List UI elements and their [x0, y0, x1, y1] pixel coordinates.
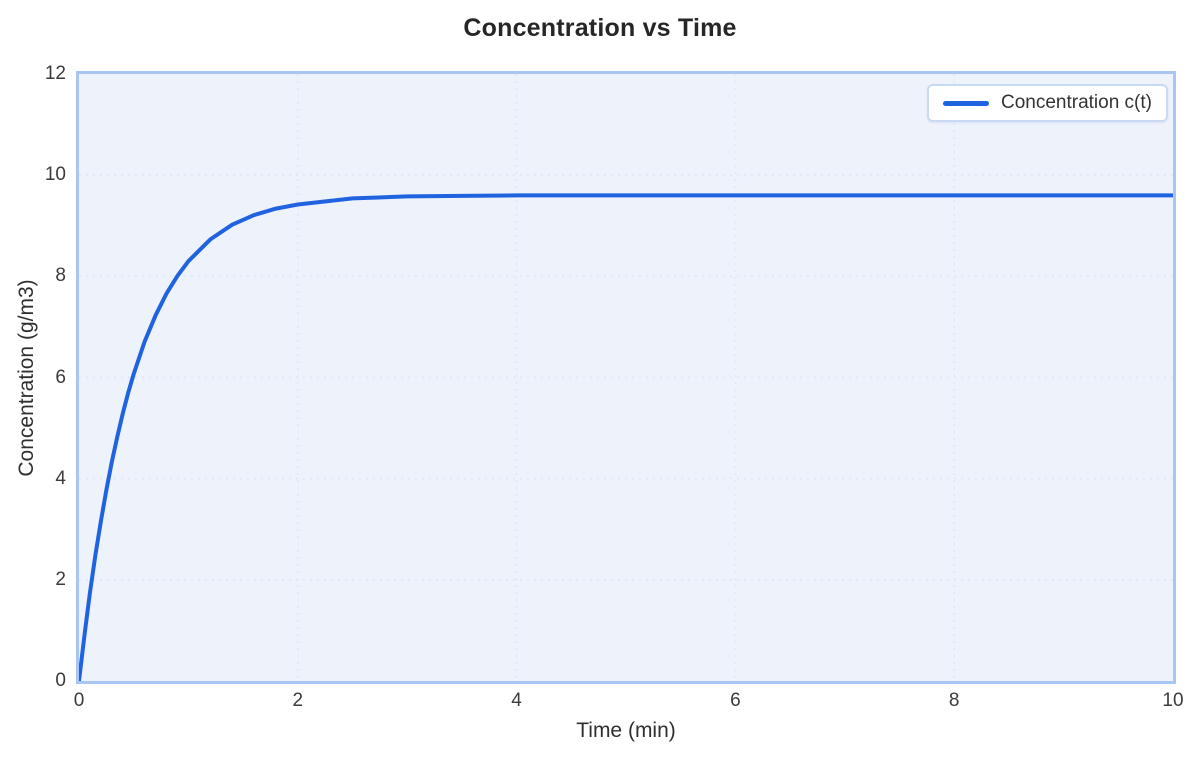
line-chart-svg: [79, 74, 1173, 681]
legend-label: Concentration c(t): [1000, 92, 1152, 113]
plot-area: Concentration c(t): [76, 71, 1176, 684]
x-tick-label: 2: [292, 690, 304, 711]
chart-title: Concentration vs Time: [463, 14, 737, 42]
x-tick-label: 4: [511, 690, 522, 711]
x-tick-label: 10: [1162, 690, 1184, 711]
legend-line-swatch: [942, 100, 989, 106]
y-tick-label: 2: [55, 568, 66, 590]
x-tick-label: 8: [948, 690, 960, 711]
y-tick-label: 10: [44, 164, 66, 186]
y-tick-label: 8: [55, 265, 66, 287]
x-tick-label: 0: [73, 690, 85, 711]
y-tick-label: 12: [44, 63, 66, 84]
legend[interactable]: Concentration c(t): [926, 84, 1168, 122]
y-tick-label: 0: [55, 670, 66, 691]
x-axis-label: Time (min): [576, 719, 676, 742]
x-tick-label: 6: [730, 690, 741, 711]
y-tick-label: 6: [55, 366, 66, 388]
y-tick-label: 4: [55, 467, 66, 489]
